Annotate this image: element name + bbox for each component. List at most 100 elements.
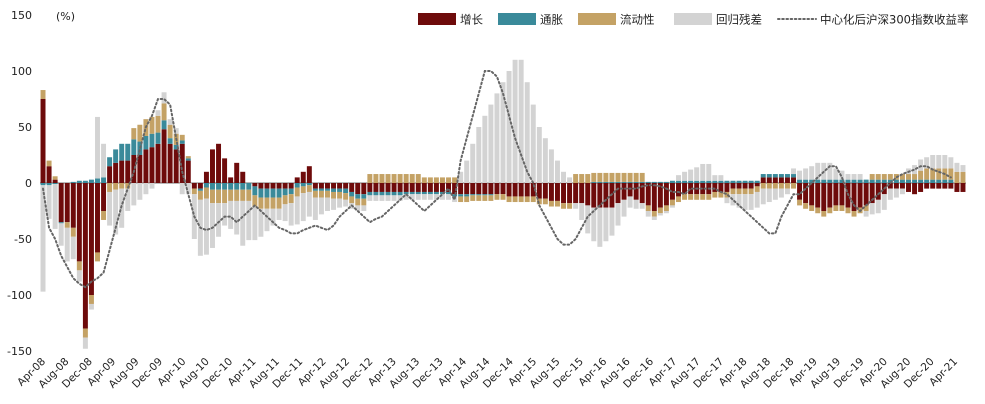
bar-liquidity xyxy=(76,261,82,271)
bar-residual xyxy=(76,270,82,282)
bar-growth xyxy=(857,183,863,208)
bar-inflation xyxy=(645,181,651,183)
bar-residual xyxy=(240,200,246,246)
bar-inflation xyxy=(101,177,107,183)
bar-residual xyxy=(530,104,536,183)
bar-liquidity xyxy=(131,128,137,140)
bar-inflation xyxy=(258,188,264,198)
bar-liquidity xyxy=(960,171,966,183)
bar-growth xyxy=(645,183,651,206)
bar-residual xyxy=(651,216,657,220)
bar-growth xyxy=(155,143,161,183)
bar-growth xyxy=(682,183,688,195)
bar-growth xyxy=(863,183,869,206)
bar-inflation xyxy=(627,181,633,183)
bar-residual xyxy=(179,183,185,195)
bar-inflation xyxy=(361,194,367,199)
bar-liquidity xyxy=(863,205,869,211)
bar-residual xyxy=(573,203,579,209)
bar-liquidity xyxy=(821,211,827,217)
bar-inflation xyxy=(373,191,379,196)
bar-growth xyxy=(270,183,276,189)
bar-liquidity xyxy=(427,177,433,183)
bar-inflation xyxy=(282,188,288,196)
bar-liquidity xyxy=(240,189,246,201)
bar-inflation xyxy=(125,143,131,161)
bar-growth xyxy=(161,129,167,183)
bar-residual xyxy=(621,199,627,217)
bar-inflation xyxy=(458,194,464,197)
bar-inflation xyxy=(40,183,46,186)
bar-residual xyxy=(724,197,730,204)
bar-inflation xyxy=(95,178,100,183)
bar-residual xyxy=(276,208,282,220)
bar-residual xyxy=(857,174,863,180)
bar-liquidity xyxy=(95,252,100,262)
bar-growth xyxy=(518,183,524,197)
bar-liquidity xyxy=(119,183,125,189)
bar-inflation xyxy=(349,191,355,197)
bar-residual xyxy=(464,160,470,183)
bar-liquidity xyxy=(815,207,821,214)
bar-inflation xyxy=(216,183,222,190)
bar-liquidity xyxy=(899,174,905,180)
bar-residual xyxy=(627,196,633,208)
bar-liquidity xyxy=(222,189,228,204)
bar-residual xyxy=(355,205,361,211)
bar-residual xyxy=(839,170,845,180)
bar-residual xyxy=(52,184,58,229)
bar-residual xyxy=(930,155,936,169)
bar-liquidity xyxy=(530,196,536,203)
bar-residual xyxy=(500,82,506,183)
bar-growth xyxy=(839,183,845,206)
bar-inflation xyxy=(742,180,748,183)
bar-inflation xyxy=(748,180,754,183)
bar-liquidity xyxy=(403,174,409,183)
bar-inflation xyxy=(131,139,137,155)
bar-residual xyxy=(258,208,264,237)
bar-residual xyxy=(645,211,651,217)
bar-liquidity xyxy=(651,211,657,217)
bar-liquidity xyxy=(603,172,609,182)
bar-residual xyxy=(58,223,64,246)
bar-inflation xyxy=(778,174,784,178)
bar-liquidity xyxy=(827,207,833,214)
bar-liquidity xyxy=(397,174,403,183)
bar-liquidity xyxy=(561,203,566,209)
bar-liquidity xyxy=(421,177,427,183)
bar-growth xyxy=(887,183,893,189)
bar-inflation xyxy=(294,183,300,188)
bar-inflation xyxy=(591,181,597,183)
bar-inflation xyxy=(337,188,343,192)
bar-growth xyxy=(179,143,185,183)
bar-growth xyxy=(821,183,827,211)
bar-inflation xyxy=(197,188,203,191)
bar-growth xyxy=(561,183,566,204)
bar-liquidity xyxy=(282,195,288,205)
bar-residual xyxy=(669,205,675,208)
bar-inflation xyxy=(797,179,803,183)
bar-liquidity xyxy=(772,183,778,189)
bar-growth xyxy=(173,149,179,183)
line-path xyxy=(42,70,952,289)
bar-residual xyxy=(270,208,276,226)
bar-residual xyxy=(222,203,228,226)
bar-growth xyxy=(440,183,445,192)
bar-inflation xyxy=(391,191,397,196)
bar-inflation xyxy=(724,180,730,183)
bar-liquidity xyxy=(294,187,300,197)
bar-liquidity xyxy=(367,174,373,183)
bar-liquidity xyxy=(52,176,58,180)
legend-swatch-residual xyxy=(674,13,712,25)
bar-liquidity xyxy=(433,177,439,183)
bar-growth xyxy=(228,177,234,183)
bar-liquidity xyxy=(930,168,936,180)
legend-label: 回归残差 xyxy=(716,13,762,27)
bar-growth xyxy=(70,183,76,228)
bar-growth xyxy=(446,183,452,192)
bar-residual xyxy=(167,119,173,125)
bar-residual xyxy=(440,194,445,200)
bar-growth xyxy=(125,160,131,183)
bar-inflation xyxy=(119,143,125,161)
bar-inflation xyxy=(669,180,675,183)
